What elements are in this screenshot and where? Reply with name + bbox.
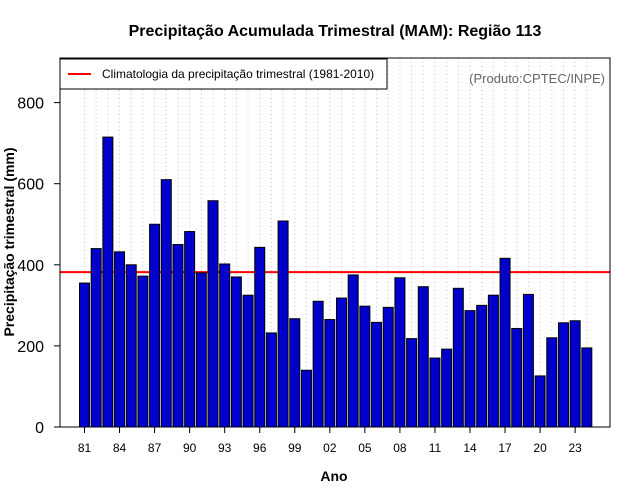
bar-11 — [429, 357, 441, 428]
bar-09 — [406, 338, 418, 428]
bar-02 — [324, 319, 336, 428]
x-tick-label: 81 — [78, 441, 92, 455]
bar-16 — [487, 294, 499, 428]
x-tick-label: 93 — [218, 441, 232, 455]
x-axis: 81 84 87 90 93 96 99 02 05 08 11 14 17 20 23 — [78, 426, 582, 455]
bar-89 — [172, 244, 184, 428]
grid-lines — [84, 58, 588, 427]
x-axis-label: Ano — [320, 468, 347, 484]
bar-21 — [546, 337, 558, 428]
y-axis: 0 200 400 600 800 — [17, 96, 61, 437]
y-tick-label: 800 — [17, 96, 44, 113]
bar-82 — [90, 248, 102, 428]
x-tick-label: 84 — [113, 441, 127, 455]
bar-10 — [417, 286, 429, 428]
bar-18 — [511, 327, 523, 428]
x-tick-label: 90 — [183, 441, 197, 455]
bar-93 — [219, 263, 231, 428]
bar-94 — [230, 276, 242, 428]
bar-05 — [359, 305, 371, 428]
bar-95 — [242, 294, 254, 428]
source-note: (Produto:CPTEC/INPE) — [469, 71, 605, 86]
legend-label: Climatologia da precipitação trimestral … — [102, 67, 374, 81]
bar-84 — [114, 251, 126, 428]
bar-03 — [336, 297, 348, 428]
bar-14 — [464, 310, 476, 428]
x-tick-label: 14 — [463, 441, 477, 455]
bar-98 — [277, 220, 289, 428]
bar-88 — [160, 179, 172, 428]
x-tick-label: 05 — [358, 441, 372, 455]
bar-91 — [195, 272, 207, 428]
bar-15 — [476, 304, 488, 428]
bar-90 — [184, 231, 196, 428]
bar-96 — [254, 246, 266, 428]
x-tick-label: 20 — [533, 441, 547, 455]
bar-17 — [499, 257, 511, 428]
bar-01 — [312, 300, 324, 428]
bar-85 — [125, 264, 137, 428]
bar-22 — [557, 322, 569, 428]
bar-99 — [289, 318, 301, 428]
x-tick-label: 99 — [288, 441, 302, 455]
y-axis-label: Precipitação trimestral (mm) — [1, 147, 17, 336]
y-tick-label: 400 — [17, 258, 44, 275]
bar-07 — [382, 306, 394, 428]
x-tick-label: 17 — [498, 441, 512, 455]
y-tick-label: 600 — [17, 177, 44, 194]
y-tick-label: 200 — [17, 339, 44, 356]
x-tick-label: 11 — [429, 441, 442, 455]
bar-13 — [452, 287, 464, 428]
bar-23 — [569, 320, 581, 428]
bar-97 — [265, 332, 277, 428]
x-tick-label: 87 — [148, 441, 162, 455]
bar-08 — [394, 277, 406, 428]
bar-20 — [534, 375, 546, 428]
legend-box — [59, 58, 388, 90]
bar-87 — [149, 223, 161, 428]
bar-19 — [522, 293, 534, 428]
bar-12 — [441, 348, 453, 428]
x-tick-label: 08 — [393, 441, 407, 455]
bar-81 — [79, 282, 90, 428]
x-tick-label: 96 — [253, 441, 267, 455]
bar-24 — [581, 347, 593, 428]
bar-04 — [347, 274, 359, 428]
bar-86 — [137, 275, 149, 428]
bars — [79, 136, 593, 428]
bar-06 — [371, 321, 383, 428]
bar-00 — [300, 369, 312, 428]
bar-83 — [102, 136, 114, 428]
bar-92 — [207, 200, 219, 428]
x-tick-label: 02 — [323, 441, 337, 455]
chart-title: Precipitação Acumulada Trimestral (MAM):… — [129, 23, 542, 40]
x-tick-label: 23 — [568, 441, 582, 455]
y-tick-label: 0 — [35, 420, 44, 437]
legend: Climatologia da precipitação trimestral … — [59, 58, 388, 90]
